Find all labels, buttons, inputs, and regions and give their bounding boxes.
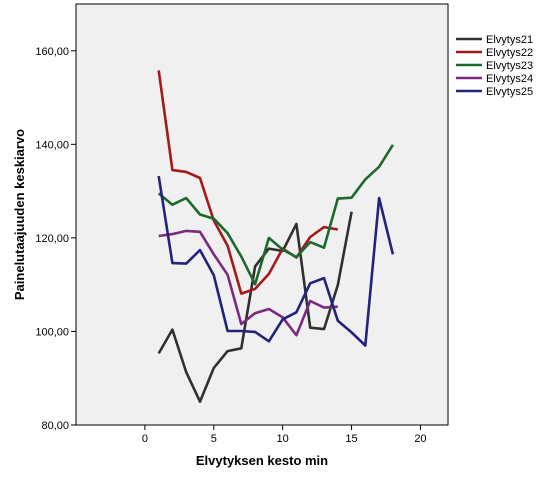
y-axis: 80,00 100,00 120,00 140,00 160,00: [35, 46, 76, 432]
y-tick-label: 80,00: [41, 420, 69, 432]
x-tick-label: 0: [142, 433, 148, 445]
y-tick-label: 160,00: [35, 46, 69, 58]
y-axis-title: Painelutaajuuden keskiarvo: [12, 129, 27, 300]
legend-label: Elvytys21: [486, 34, 533, 46]
series-line-elvytys23: [157, 144, 395, 286]
series-line-elvytys21: [157, 211, 353, 403]
series-lines: [157, 70, 395, 403]
y-tick-label: 120,00: [35, 233, 69, 245]
x-axis: 0 5 10 15 20: [142, 425, 427, 445]
y-tick-label: 100,00: [35, 326, 69, 338]
x-tick-label: 20: [414, 433, 426, 445]
plot-area: [75, 3, 449, 426]
legend-label: Elvytys25: [486, 86, 533, 98]
x-axis-title: Elvytyksen kesto min: [196, 453, 328, 468]
legend-label: Elvytys24: [486, 73, 533, 85]
legend: Elvytys21Elvytys22Elvytys23Elvytys24Elvy…: [456, 34, 533, 98]
y-tick-label: 140,00: [35, 139, 69, 151]
x-tick-label: 5: [211, 433, 217, 445]
series-line-elvytys22: [157, 70, 339, 295]
legend-label: Elvytys22: [486, 47, 533, 59]
legend-label: Elvytys23: [486, 60, 533, 72]
x-tick-label: 10: [277, 433, 289, 445]
x-tick-label: 15: [345, 433, 357, 445]
series-line-elvytys24: [158, 229, 338, 337]
series-line-elvytys25: [157, 175, 395, 347]
